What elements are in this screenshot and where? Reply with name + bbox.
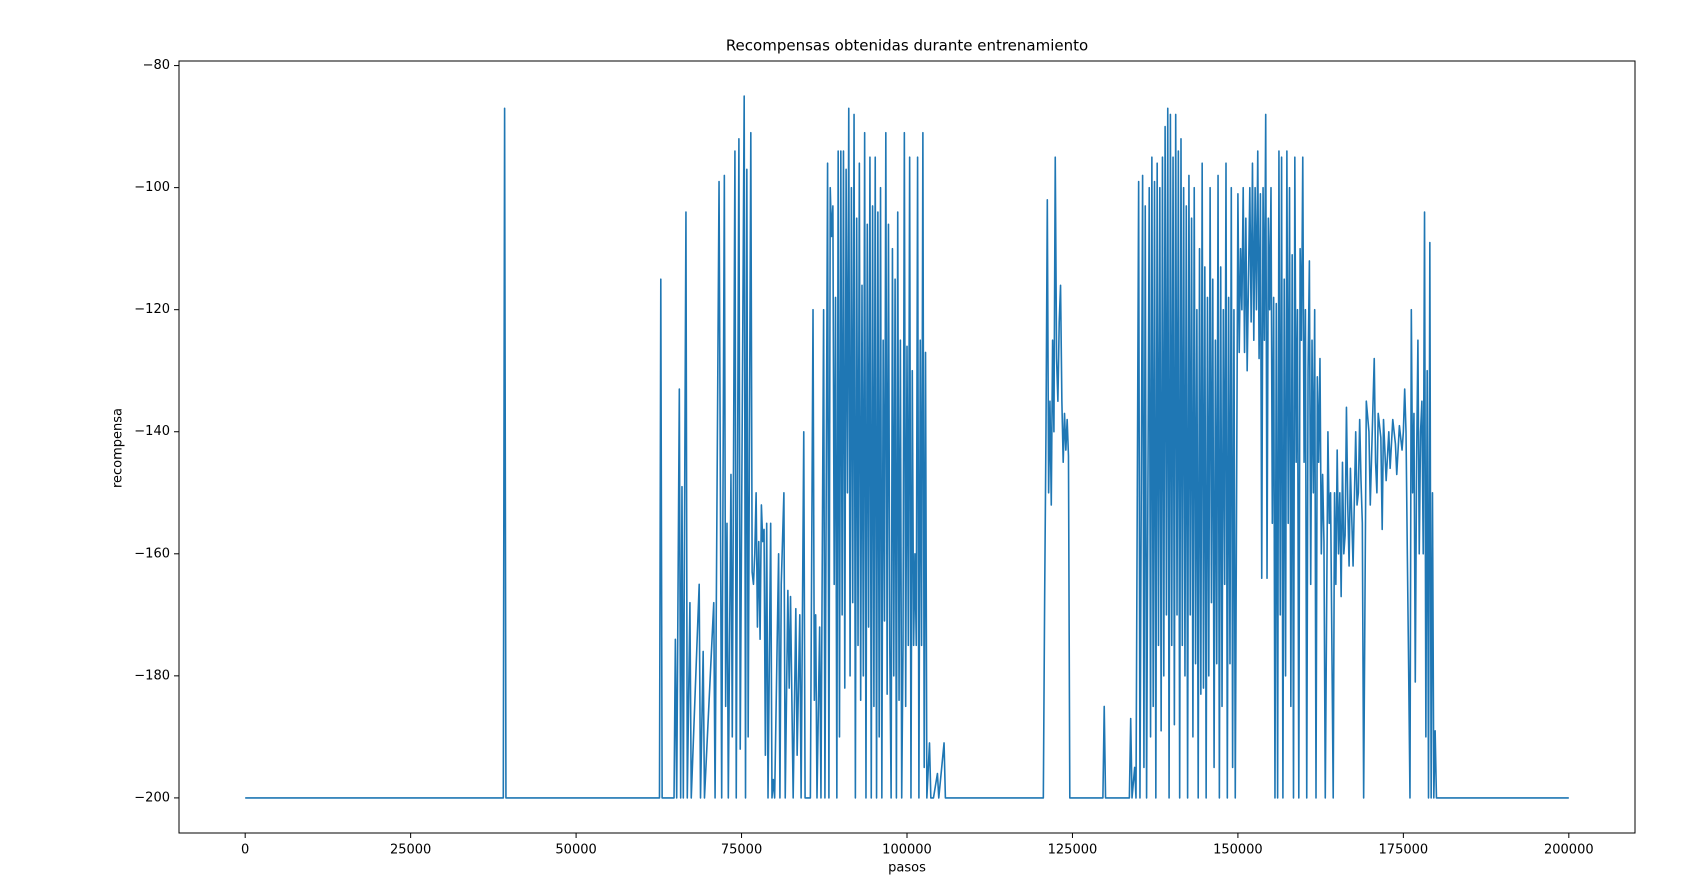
- data-line: [245, 95, 1569, 799]
- x-tick-label: 175000: [1379, 843, 1429, 858]
- y-tick-label: −100: [134, 180, 170, 195]
- y-axis-label: recompensa: [111, 408, 126, 488]
- x-tick-label: 150000: [1213, 843, 1263, 858]
- y-tick-label: −180: [134, 668, 170, 683]
- y-tick-label: −140: [134, 424, 170, 439]
- chart-title: Recompensas obtenidas durante entrenamie…: [726, 37, 1088, 55]
- y-tick-label: −200: [134, 790, 170, 805]
- plot-frame: [178, 60, 1636, 834]
- x-tick-label: 200000: [1544, 843, 1594, 858]
- x-tick-label: 50000: [555, 843, 596, 858]
- x-tick-label: 25000: [390, 843, 431, 858]
- x-tick-label: 100000: [882, 843, 932, 858]
- x-tick-label: 0: [241, 843, 249, 858]
- x-tick-label: 125000: [1048, 843, 1098, 858]
- x-tick-label: 75000: [721, 843, 762, 858]
- y-tick-label: −80: [143, 58, 170, 73]
- x-axis-label: pasos: [888, 861, 926, 876]
- y-tick-label: −160: [134, 546, 170, 561]
- y-tick-label: −120: [134, 302, 170, 317]
